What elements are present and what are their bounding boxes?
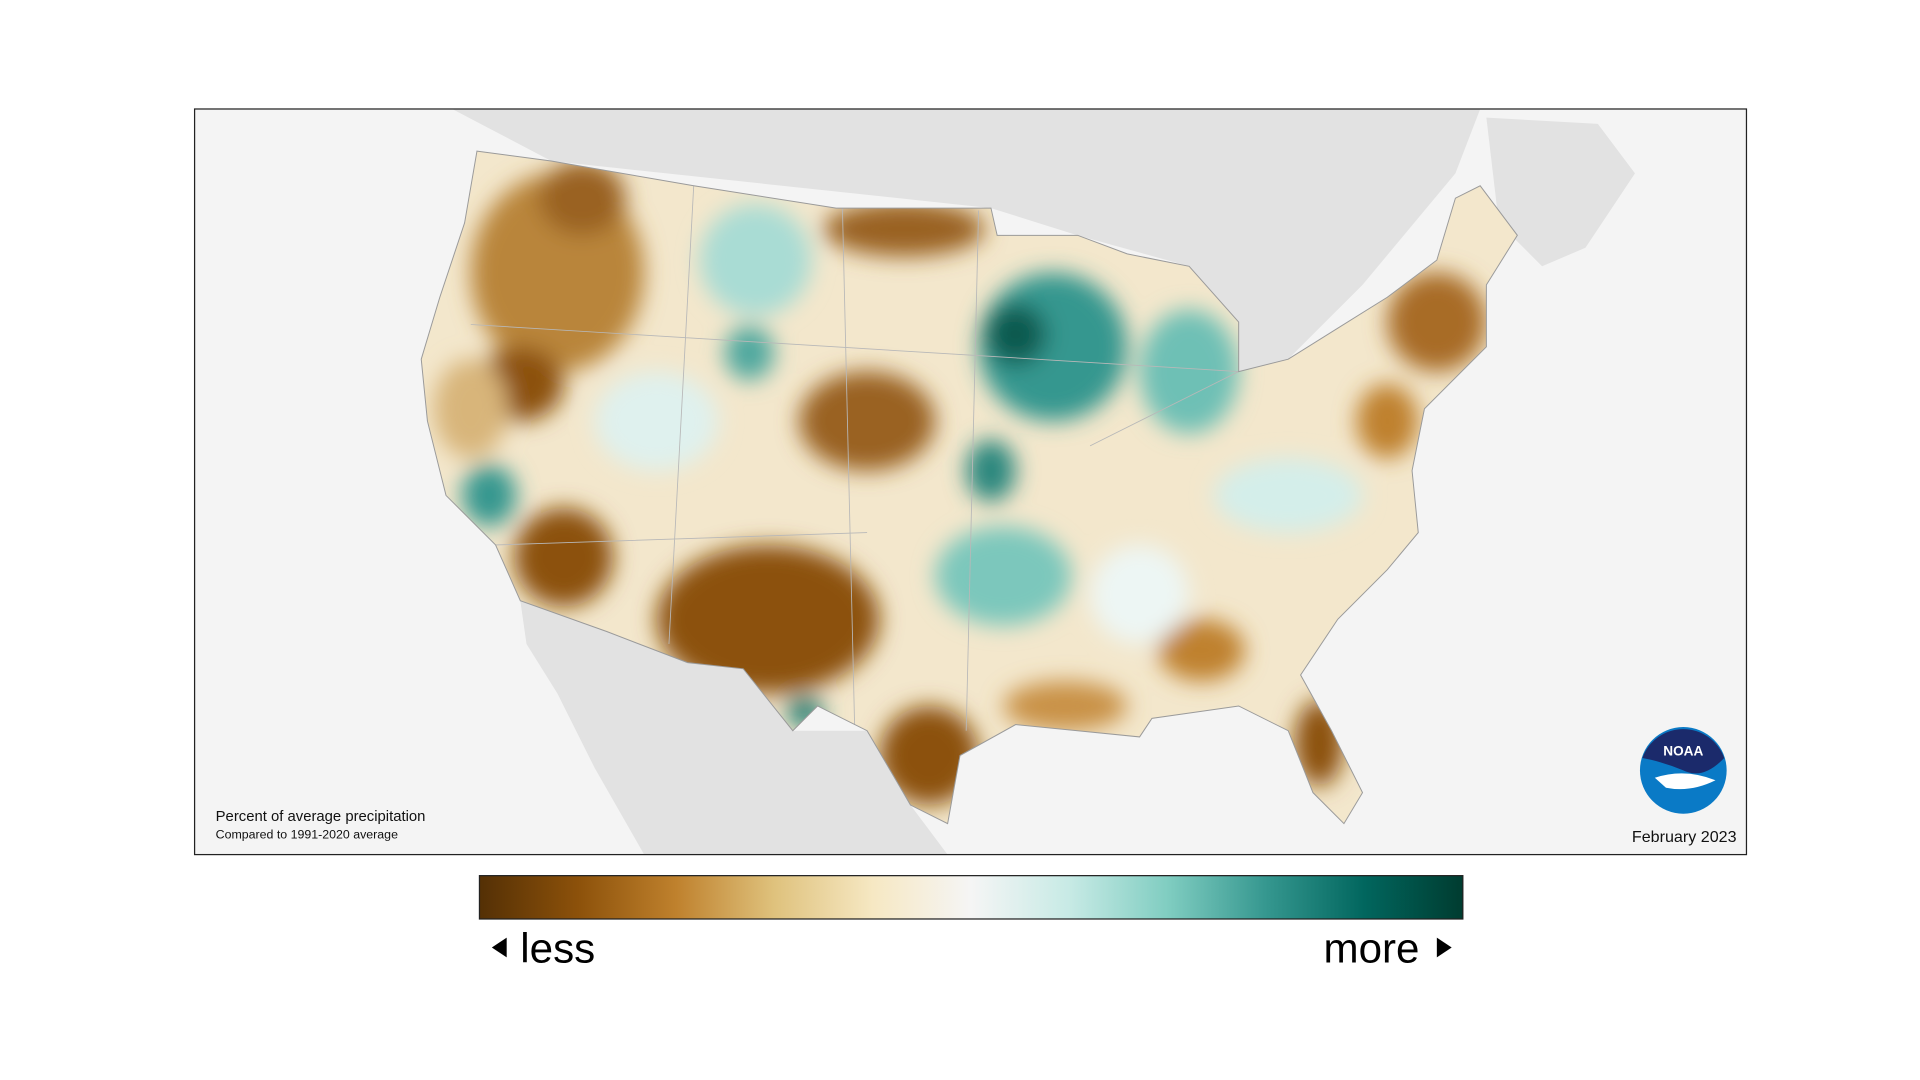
more-arrow: [1436, 937, 1452, 958]
map-date: February 2023: [1632, 828, 1737, 846]
caption-title: Percent of average precipitation: [216, 809, 426, 825]
logo-top: [1642, 729, 1725, 774]
map-frame: [193, 108, 1748, 856]
less-arrow: [491, 937, 507, 958]
legend-high-label: more: [1324, 924, 1420, 971]
field-blobs: [433, 161, 1487, 806]
logo-text: NOAA: [1663, 744, 1703, 759]
color-bar: [478, 875, 1464, 920]
noaa-logo: NOAA: [1639, 727, 1727, 814]
caption-subtitle: Compared to 1991-2020 average: [216, 827, 398, 841]
mexico-land: [520, 600, 948, 855]
state-borders: [470, 185, 1239, 731]
canada-maritimes: [1486, 117, 1635, 267]
legend-low-label: less: [520, 924, 595, 971]
logo-bird: [1654, 773, 1716, 790]
